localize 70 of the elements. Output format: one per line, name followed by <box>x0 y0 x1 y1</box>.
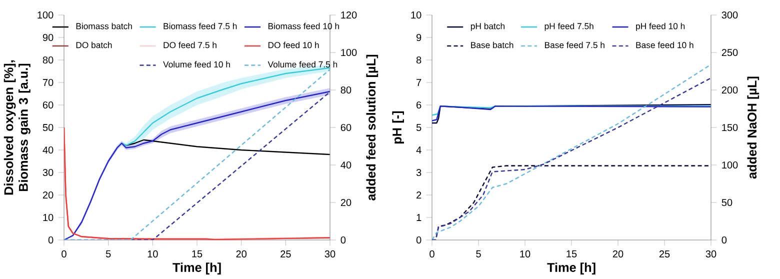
y2-tick-label: 300 <box>722 11 738 19</box>
y-axis-title: pH [-] <box>392 111 404 144</box>
y-tick-label: 2 <box>416 192 422 198</box>
y-tick-label: 50 <box>42 124 54 132</box>
y2-tick-label: 0 <box>722 236 727 244</box>
x-tick-label: 25 <box>659 250 670 258</box>
y-tick-label: 9 <box>416 34 422 42</box>
legend-label: Base batch <box>471 42 514 48</box>
y-tick-label: 8 <box>416 56 422 64</box>
y-tick-label: 30 <box>42 168 54 176</box>
legend-label: Biomass feed 10 h <box>268 22 339 30</box>
x-tick-label: 5 <box>106 250 111 258</box>
y-tick-label: 4 <box>416 146 422 154</box>
y-tick-label: 90 <box>42 34 54 42</box>
y2-tick-label: 150 <box>722 124 738 132</box>
x-tick-label: 15 <box>566 250 577 258</box>
y-tick-label: 60 <box>42 101 54 109</box>
y2-tick-label: 20 <box>340 198 352 206</box>
legend-label: Base feed 10 h <box>636 42 694 48</box>
y2-tick-label: 100 <box>722 161 738 169</box>
y2-tick-label: 60 <box>340 124 352 132</box>
legend-label: Biomass batch <box>76 22 132 30</box>
x-tick-label: 5 <box>476 250 481 258</box>
y2-tick-label: 200 <box>722 86 738 94</box>
y-tick-label: 5 <box>416 124 422 131</box>
y-axis-title: Dissolved oxygen [%], Biomass gain 3 [a.u.] <box>4 60 30 195</box>
x-tick-label: 20 <box>236 250 246 258</box>
y-tick-label: 7 <box>416 79 422 86</box>
y2-tick-label: 80 <box>340 86 352 94</box>
x-axis-title: Time [h] <box>172 262 221 274</box>
legend-label: Biomass feed 7.5 h <box>164 22 237 30</box>
legend-label: DO feed 10 h <box>268 42 319 48</box>
y2-tick-label: 100 <box>341 48 357 56</box>
y2-tick-label: 50 <box>722 198 732 206</box>
y-tick-label: 1 <box>416 214 422 221</box>
x-tick-label: 0 <box>430 250 434 258</box>
y2-tick-label: 120 <box>341 11 357 19</box>
x-tick-label: 25 <box>280 250 291 258</box>
x-tick-label: 30 <box>324 250 336 258</box>
x-tick-label: 20 <box>612 250 624 258</box>
y-tick-label: 0 <box>48 236 54 244</box>
y-tick-label: 20 <box>42 191 54 199</box>
y-tick-label: 40 <box>42 146 54 154</box>
y2-tick-label: 40 <box>340 161 352 169</box>
x-tick-label: 10 <box>148 250 158 258</box>
y-tick-label: 100 <box>38 11 54 19</box>
x-tick-label: 15 <box>192 250 202 258</box>
y-tick-label: 70 <box>43 78 54 86</box>
y-tick-label: 6 <box>416 101 422 109</box>
y-tick-label: 3 <box>416 168 422 176</box>
x-axis-title: Time [h] <box>547 262 596 274</box>
y2-axis-title: added feed solution [µL] <box>366 54 378 200</box>
y-tick-label: 80 <box>42 56 54 64</box>
legend-label: pH feed 7.5h <box>544 22 594 31</box>
y2-tick-label: 250 <box>722 48 738 56</box>
legend-label: pH feed 10 h <box>636 22 685 31</box>
legend-label: DO batch <box>76 42 112 48</box>
legend-label: Base feed 7.5 h <box>544 42 604 48</box>
x-tick-label: 10 <box>520 250 530 258</box>
legend-label: pH batch <box>470 22 504 31</box>
legend-label: Volume feed 10 h <box>163 61 230 68</box>
legend-label: DO feed 7.5 h <box>164 42 216 48</box>
x-tick-label: 0 <box>62 250 66 258</box>
y-tick-label: 0 <box>416 236 422 244</box>
y2-tick-label: 0 <box>340 236 346 244</box>
y-tick-label: 10 <box>43 214 54 222</box>
y2-axis-title: added NaOH [µL] <box>747 76 760 179</box>
y-tick-label: 10 <box>411 11 422 19</box>
x-tick-label: 30 <box>706 250 716 258</box>
legend-label: Volume feed 7.5 h <box>268 61 338 68</box>
